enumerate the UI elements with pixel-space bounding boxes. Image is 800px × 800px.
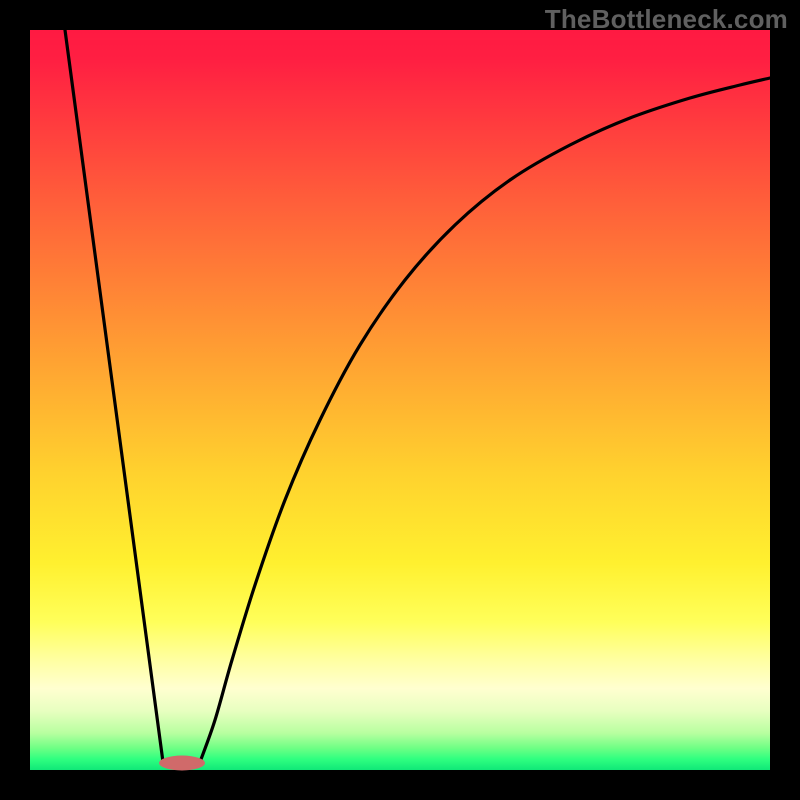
chart-background: [30, 30, 770, 770]
gradient-curve-chart: [0, 0, 800, 800]
watermark-text: TheBottleneck.com: [545, 4, 788, 35]
marker-blob: [159, 756, 205, 771]
chart-container: TheBottleneck.com: [0, 0, 800, 800]
